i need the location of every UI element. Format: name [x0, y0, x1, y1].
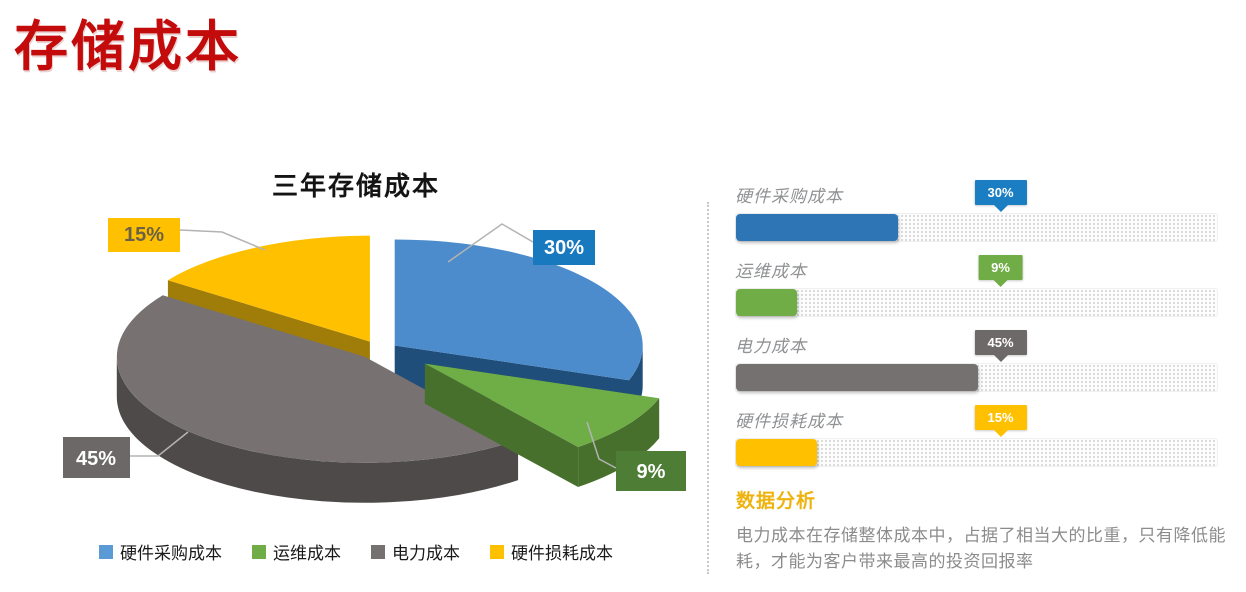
pie-leader-line-1: [586, 421, 617, 469]
bar-track: 45%: [735, 330, 1218, 392]
pie-data-label-1: 9%: [637, 461, 666, 483]
pie-data-label-box-3: [108, 218, 180, 252]
percent-tag: 45%: [974, 330, 1027, 362]
bar-label: 运维成本: [735, 262, 807, 281]
pie-slice-3: [167, 235, 370, 342]
bar-label: 硬件采购成本: [735, 187, 843, 206]
bar-track: 15%: [735, 405, 1218, 467]
legend-label: 电力成本: [392, 544, 460, 563]
bar-fill: [736, 214, 898, 241]
pie-slice-0: [394, 239, 643, 381]
percent-tag: 30%: [974, 180, 1027, 212]
bar-row-3: 硬件损耗成本 15%: [735, 405, 1218, 467]
vertical-divider: [707, 202, 709, 574]
pie-chart-title: 三年存储成本: [271, 171, 440, 201]
pie-slice-1-rim: [578, 398, 660, 487]
percent-tag: 9%: [978, 255, 1023, 287]
tag-pointer-icon: [993, 280, 1008, 287]
bar-fill: [736, 289, 798, 316]
pie-data-label-0: 30%: [544, 237, 584, 259]
legend-item-0: 硬件采购成本: [99, 539, 222, 564]
pie-leader-line-3: [179, 229, 266, 251]
tag-pointer-icon: [993, 355, 1008, 362]
tag-pointer-icon: [993, 430, 1008, 437]
bar-label: 电力成本: [735, 337, 807, 356]
bar-track: 30%: [735, 180, 1218, 242]
bar-track: 9%: [735, 255, 1218, 317]
bar-row-1: 运维成本 9%: [735, 255, 1218, 317]
pie-slice-2: [116, 295, 519, 463]
pie-data-label-box-0: [533, 230, 595, 265]
bar-row-2: 电力成本 45%: [735, 330, 1218, 392]
bar-label: 硬件损耗成本: [735, 412, 843, 431]
pie-data-label-box-1: [616, 451, 686, 491]
legend-label: 硬件损耗成本: [511, 544, 613, 563]
pie-legend: 硬件采购成本 运维成本 电力成本 硬件损耗成本: [0, 539, 712, 564]
legend-label: 运维成本: [273, 544, 341, 563]
analysis-body: 电力成本在存储整体成本中，占据了相当大的比重，只有降低能耗，才能为客户带来最高的…: [736, 526, 1226, 572]
analysis-section: 数据分析 电力成本在存储整体成本中，占据了相当大的比重，只有降低能耗，才能为客户…: [736, 486, 1228, 576]
pie-leader-line-0: [447, 223, 534, 263]
pie-leader-line-2: [130, 431, 189, 457]
bar-fill: [736, 364, 979, 391]
percent-tag: 15%: [974, 405, 1027, 437]
legend-item-2: 电力成本: [371, 539, 460, 564]
legend-swatch-icon: [371, 544, 385, 559]
pie-data-label-box-2: [63, 437, 130, 478]
legend-swatch-icon: [99, 544, 113, 559]
legend-label: 硬件采购成本: [120, 544, 222, 563]
pie-data-label-3: 15%: [124, 224, 164, 246]
bar-row-0: 硬件采购成本 30%: [735, 180, 1218, 242]
pie-slice-1: [424, 363, 660, 447]
legend-item-1: 运维成本: [252, 539, 341, 564]
bar-panel: 硬件采购成本 30% 运维成本 9% 电力成本 45% 硬件损耗成本 15%: [735, 180, 1218, 485]
analysis-heading: 数据分析: [736, 491, 817, 512]
page-title: 存储成本: [14, 17, 242, 77]
legend-item-3: 硬件损耗成本: [490, 539, 613, 564]
legend-swatch-icon: [490, 544, 504, 559]
pie-slice-1-cut: [424, 363, 579, 487]
pie-chart: 30% 9% 45% 15%: [63, 218, 686, 503]
pie-slice-2-rim: [116, 356, 519, 503]
legend-swatch-icon: [252, 544, 266, 559]
pie-data-label-2: 45%: [76, 448, 116, 470]
tag-pointer-icon: [993, 205, 1008, 212]
bar-fill: [736, 439, 817, 466]
